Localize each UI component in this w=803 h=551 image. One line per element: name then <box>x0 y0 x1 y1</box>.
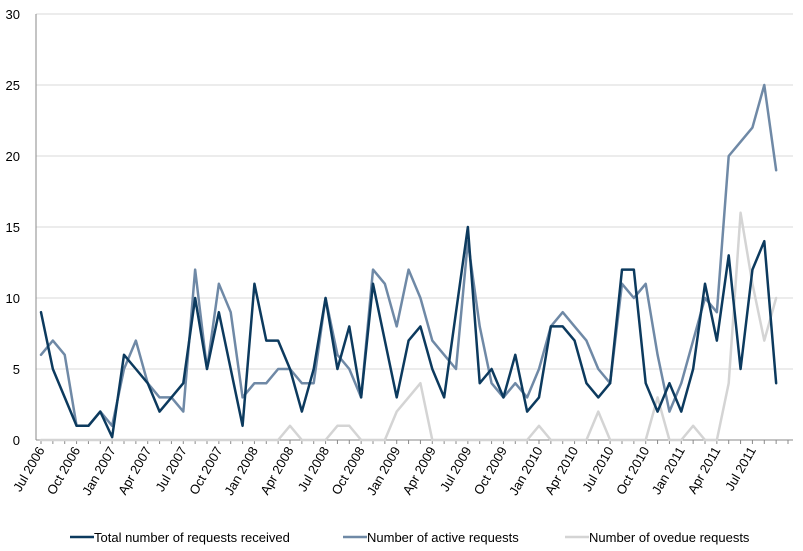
y-tick-label: 0 <box>13 433 20 448</box>
x-tick-label: Jul 2009 <box>437 444 475 494</box>
x-tick-label: Apr 2011 <box>685 444 724 496</box>
x-tick-label: Jan 2008 <box>221 444 261 498</box>
legend-label-3: Number of ovedue requests <box>589 530 750 545</box>
x-tick-label: Oct 2007 <box>186 444 225 497</box>
x-tick-label: Jan 2007 <box>79 444 119 498</box>
axes <box>35 14 793 444</box>
y-tick-label: 30 <box>6 7 20 22</box>
y-axis-tick-labels: 0 5 10 15 20 25 30 <box>6 7 20 448</box>
y-tick-label: 25 <box>6 78 20 93</box>
x-tick-label: Jul 2010 <box>579 444 617 494</box>
x-tick-label: Oct 2006 <box>44 444 83 497</box>
y-tick-label: 10 <box>6 291 20 306</box>
x-tick-label: Apr 2007 <box>115 444 154 497</box>
x-tick-label: Oct 2008 <box>328 444 367 497</box>
legend: Total number of requests received Number … <box>70 530 750 545</box>
y-tick-label: 20 <box>6 149 20 164</box>
x-tick-label: Jul 2007 <box>152 444 190 494</box>
y-tick-label: 15 <box>6 220 20 235</box>
x-tick-label: Apr 2010 <box>542 444 581 497</box>
legend-label-2: Number of active requests <box>367 530 519 545</box>
series-line-2 <box>39 83 778 428</box>
x-tick-label: Jul 2008 <box>295 444 333 494</box>
series-lines <box>39 83 778 442</box>
x-tick-label: Oct 2010 <box>613 444 652 497</box>
series-line-3 <box>39 211 778 442</box>
x-tick-label: Jul 2006 <box>10 444 48 494</box>
x-tick-label: Jan 2011 <box>649 444 688 497</box>
series-line-1 <box>39 225 778 439</box>
x-tick-label: Jan 2010 <box>506 444 546 498</box>
x-tick-label: Apr 2008 <box>257 444 296 497</box>
x-tick-label: Apr 2009 <box>400 444 439 497</box>
x-tick-label: Jul 2011 <box>722 444 759 493</box>
gridlines <box>36 13 793 370</box>
y-tick-label: 5 <box>13 362 20 377</box>
x-tick-label: Jan 2009 <box>364 444 404 498</box>
legend-label-1: Total number of requests received <box>94 530 290 545</box>
x-tick-label: Oct 2009 <box>471 444 510 497</box>
